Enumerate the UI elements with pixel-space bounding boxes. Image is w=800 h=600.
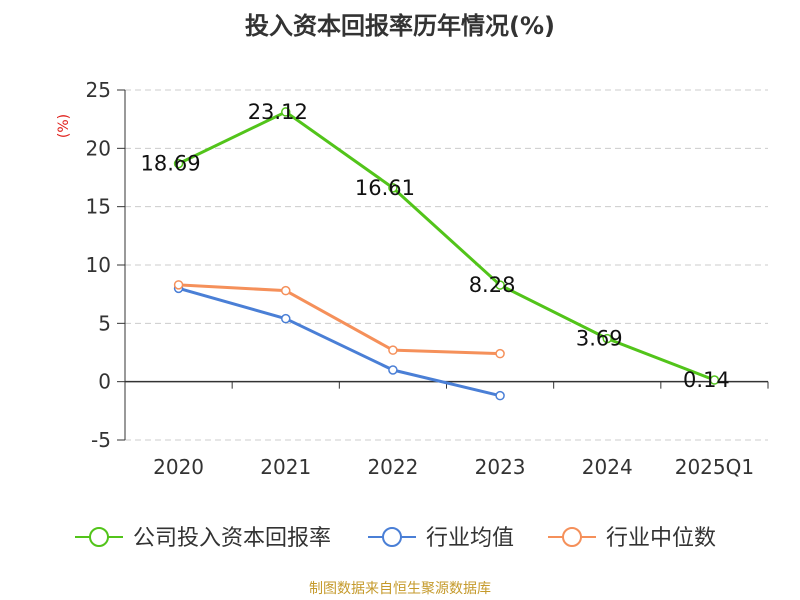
data-label: 23.12 [248,100,308,124]
series-line-0 [177,110,715,382]
data-label: 16.61 [355,176,415,200]
data-point [281,107,291,117]
series-line-1 [178,286,501,398]
data-point [173,280,184,290]
x-tick-label: 2020 [153,455,204,479]
x-tick-label: 2025Q1 [675,455,754,479]
data-point [173,158,184,169]
chart-title: 投入资本回报率历年情况(%) [245,12,555,40]
data-point [281,313,291,324]
data-point [709,375,720,385]
data-point [388,365,398,375]
legend-label: 公司投入资本回报率 [133,526,331,551]
legend: 公司投入资本回报率 行业均值 行业中位数 [75,526,716,551]
data-point [495,348,505,359]
axes: -5 0 5 10 15 20 25 (%) 2020 2021 2022 2023 2024 2025Q… [56,78,769,479]
x-tick-label: 2021 [260,455,311,479]
x-tick-label: 2023 [475,455,526,479]
x-tick-label: 2024 [582,455,633,479]
legend-marker [89,527,109,547]
y-tick-label: 20 [86,136,111,160]
data-point [495,280,505,290]
legend-label: 行业均值 [426,526,514,551]
series-lines [173,107,720,401]
data-labels: 18.69 23.12 16.61 8.28 3.69 0.14 [141,100,730,392]
source-note: 制图数据来自恒生聚源数据库 [309,581,491,597]
legend-marker [562,527,582,547]
y-tick-label: 10 [86,253,111,277]
data-label: 8.28 [469,273,516,297]
data-label: 18.69 [141,152,201,176]
y-axis-label: (%) [56,114,72,138]
data-label: 0.14 [683,368,730,392]
grid-lines [125,89,768,441]
y-tick-label: 0 [98,370,111,394]
series-line-2 [178,283,501,356]
y-tick-label: 5 [98,311,111,335]
data-point [495,390,505,401]
y-tick-label: 25 [86,78,111,102]
x-tick-label: 2022 [367,455,418,479]
y-tick-label: -5 [91,428,111,452]
data-point [388,345,398,355]
legend-marker [382,527,402,547]
legend-label: 行业中位数 [606,526,716,551]
data-point [388,183,398,193]
data-point [602,333,612,344]
data-point [281,285,291,296]
y-tick-label: 15 [86,195,111,219]
data-label: 3.69 [576,327,623,351]
